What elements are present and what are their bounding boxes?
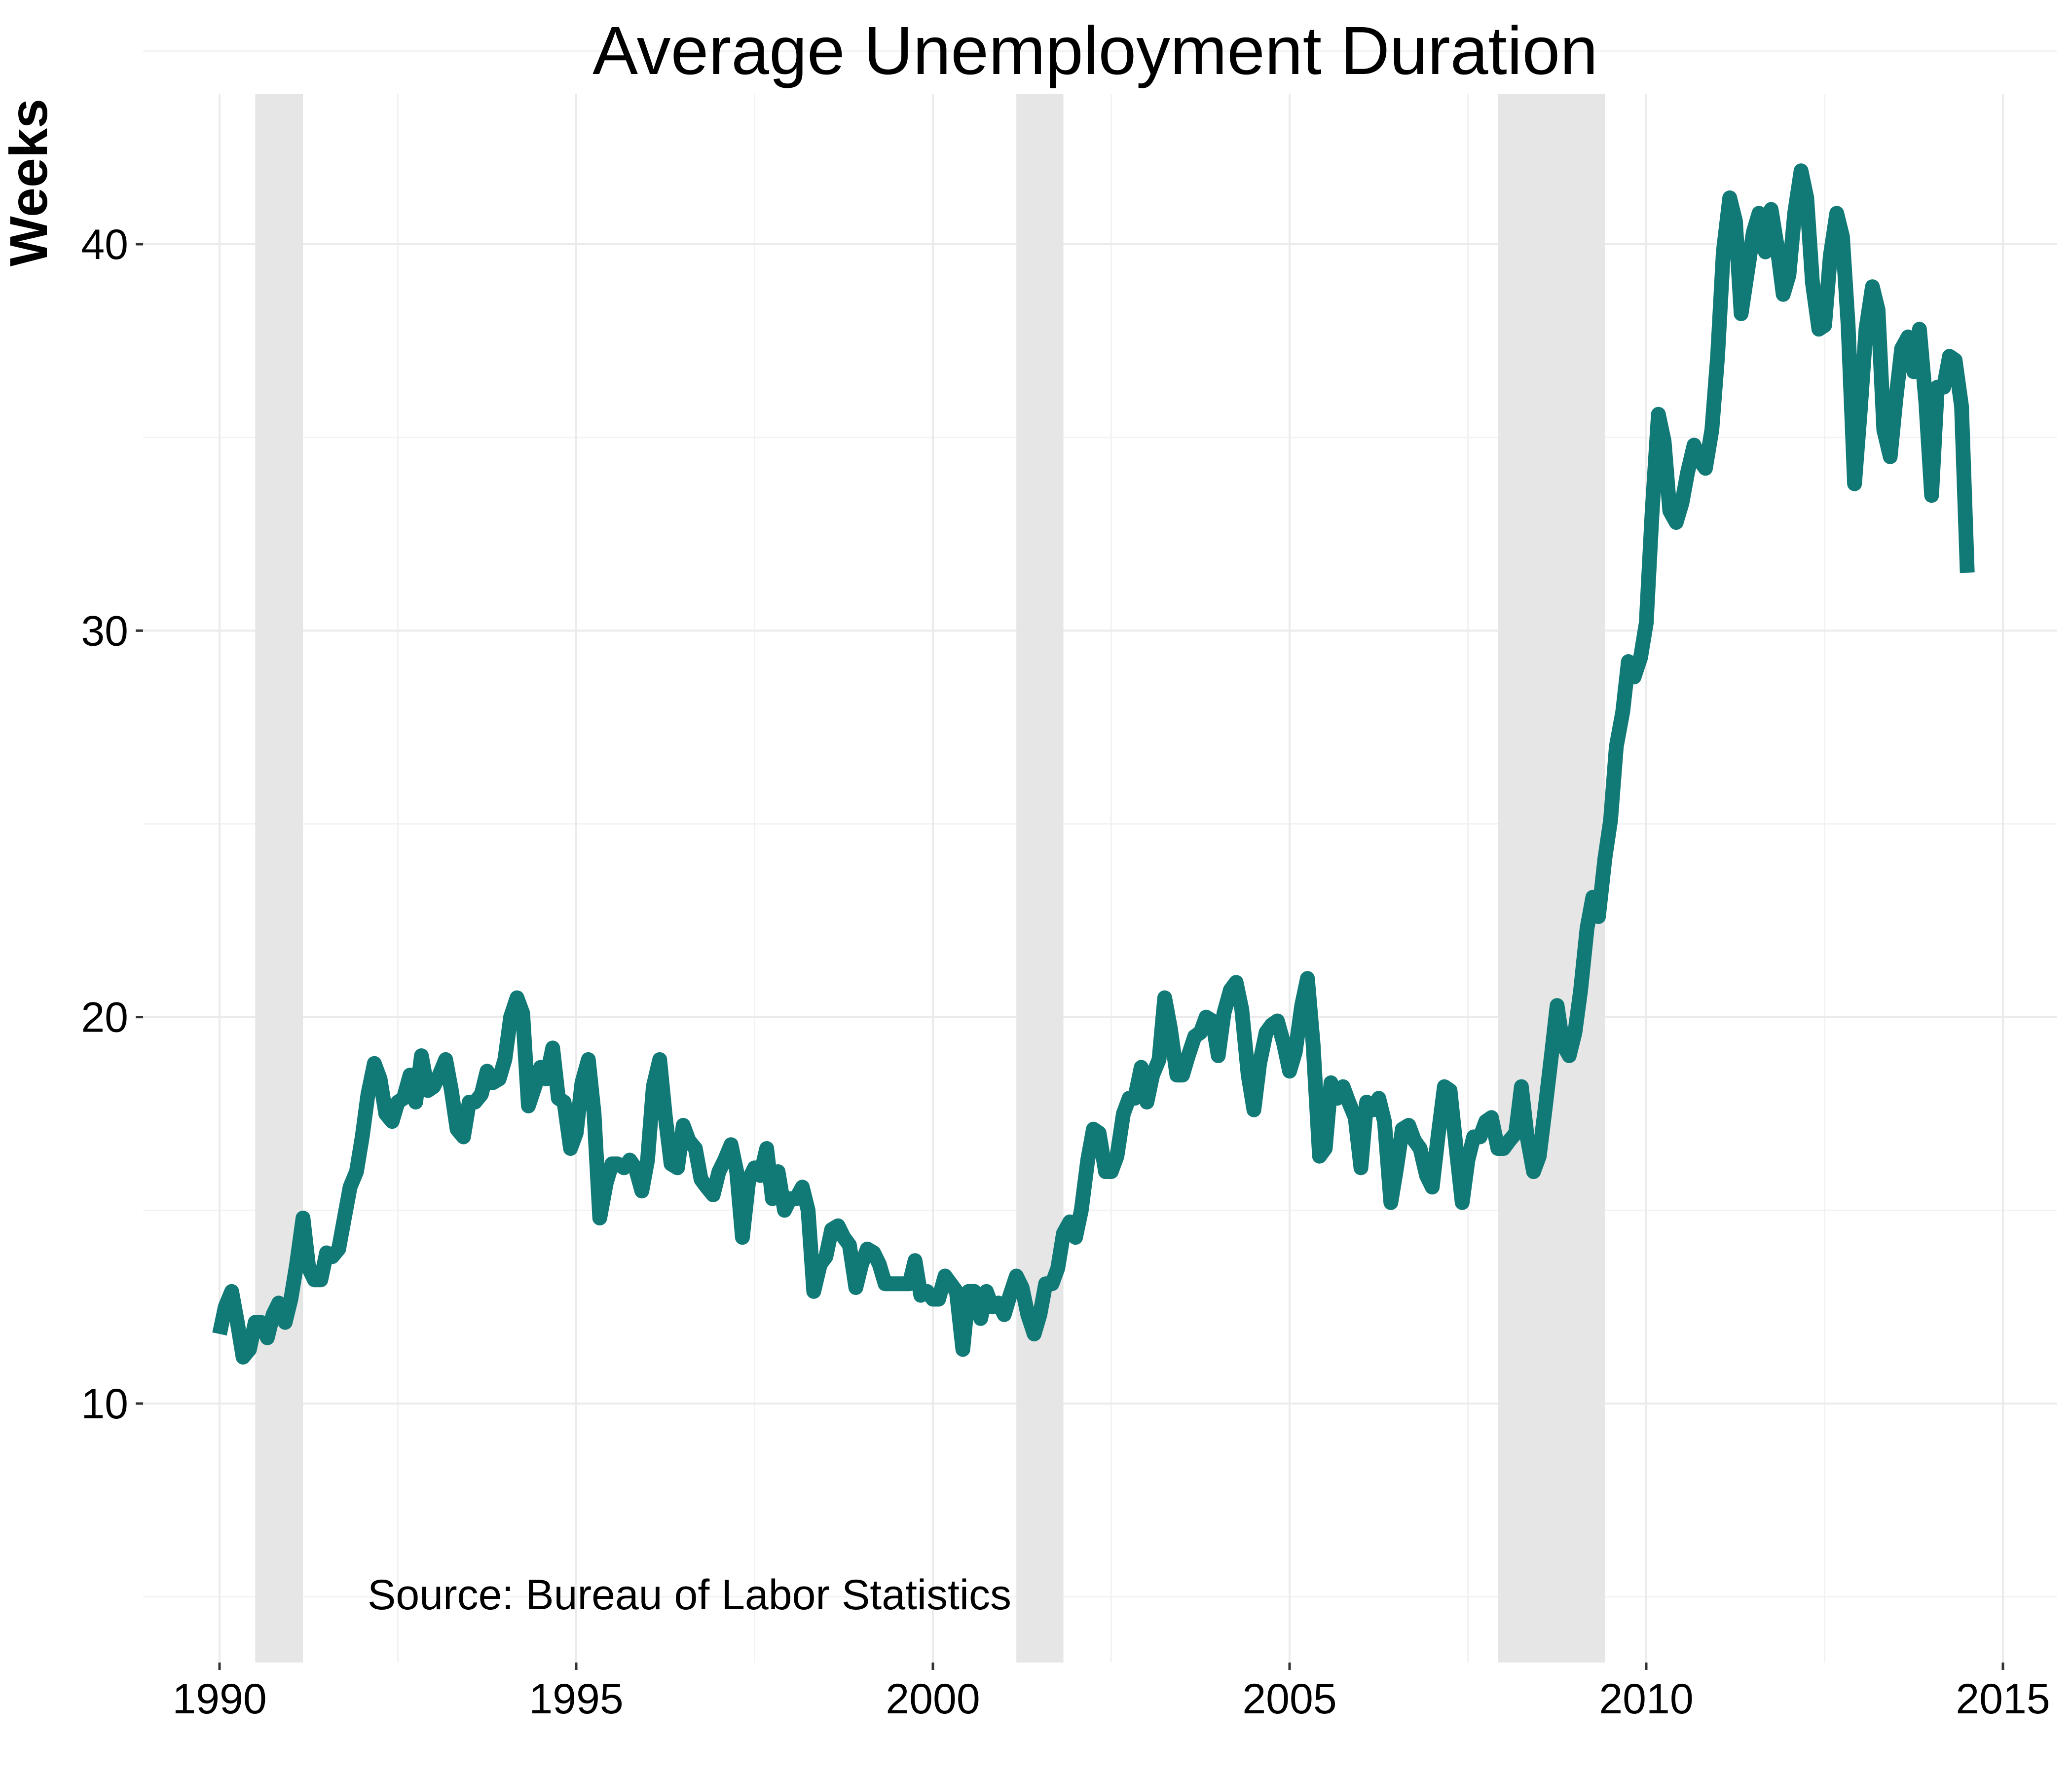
axes: 10 20 30 40 1990 1995 2000 2005 2010 2015 [81, 221, 2050, 1723]
series-line [212, 163, 1975, 1365]
chart-title: Average Unemployment Duration [592, 13, 1598, 89]
recession-band [255, 94, 303, 1663]
recession-bands [255, 94, 1605, 1663]
y-tick-label: 30 [81, 607, 128, 655]
y-tick-label: 10 [81, 1380, 128, 1428]
y-tick-label: 20 [81, 994, 128, 1041]
y-axis-label: Weeks [0, 99, 58, 266]
x-tick-label: 2015 [1956, 1675, 2050, 1723]
x-tick-label: 1995 [529, 1675, 623, 1723]
x-tick-label: 2000 [886, 1675, 980, 1723]
recession-band [1016, 94, 1064, 1663]
y-tick-label: 40 [81, 221, 128, 268]
recession-band [1498, 94, 1605, 1663]
x-tick-label: 2010 [1599, 1675, 1693, 1723]
x-tick-label: 1990 [172, 1675, 266, 1723]
x-tick-label: 2005 [1242, 1675, 1336, 1723]
source-annotation: Source: Bureau of Labor Statistics [368, 1571, 1011, 1619]
